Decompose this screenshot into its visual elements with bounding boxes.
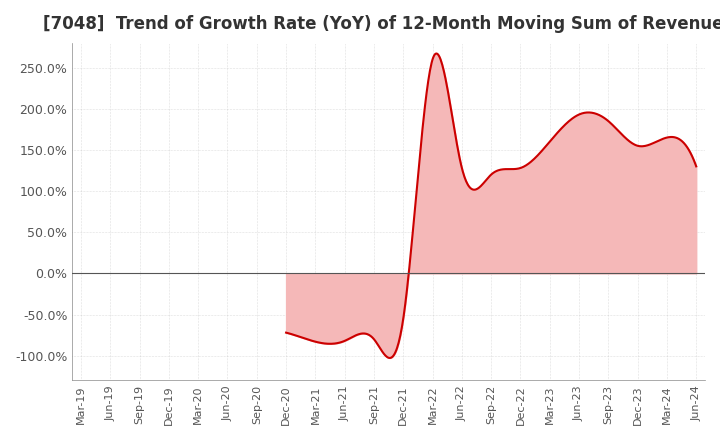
Title: [7048]  Trend of Growth Rate (YoY) of 12-Month Moving Sum of Revenues: [7048] Trend of Growth Rate (YoY) of 12-… bbox=[43, 15, 720, 33]
